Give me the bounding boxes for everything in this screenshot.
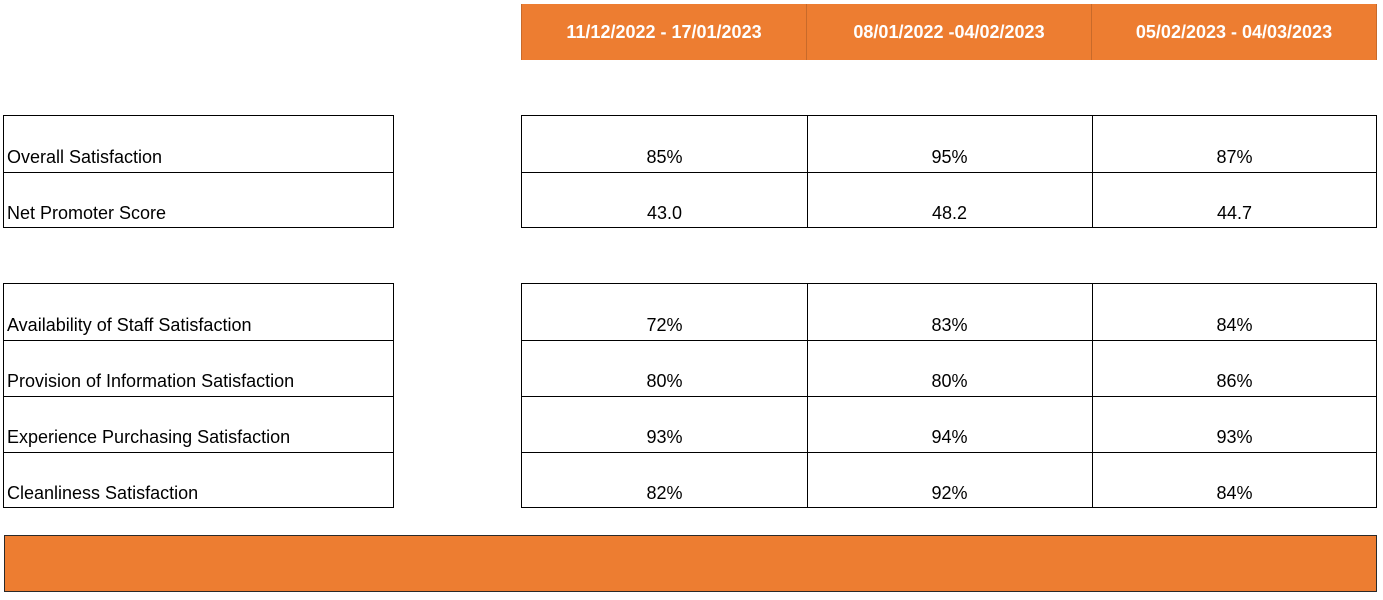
footer-bar xyxy=(4,535,1377,592)
row-label-provision-of-information: Provision of Information Satisfaction xyxy=(7,371,295,391)
period-header-1: 11/12/2022 - 17/01/2023 xyxy=(521,4,807,60)
value-cell: 93% xyxy=(646,427,683,447)
value-cell: 44.7 xyxy=(1216,203,1253,223)
group1-labels: Overall Satisfaction Net Promoter Score xyxy=(3,115,394,228)
value-cell: 84% xyxy=(1216,483,1253,503)
row-divider xyxy=(522,396,1376,397)
col-divider xyxy=(1092,284,1093,507)
value-cell: 95% xyxy=(931,147,968,167)
value-cell: 92% xyxy=(931,483,968,503)
row-label-experience-purchasing: Experience Purchasing Satisfaction xyxy=(7,427,291,447)
col-divider xyxy=(1092,116,1093,227)
group2-labels: Availability of Staff Satisfaction Provi… xyxy=(3,283,394,508)
group1-values: 85% 95% 87% 43.0 48.2 44.7 xyxy=(521,115,1377,228)
value-cell: 93% xyxy=(1216,427,1253,447)
value-cell: 86% xyxy=(1216,371,1253,391)
row-divider xyxy=(4,396,393,397)
value-cell: 82% xyxy=(646,483,683,503)
row-divider xyxy=(522,340,1376,341)
col-divider xyxy=(807,116,808,227)
value-cell: 43.0 xyxy=(646,203,683,223)
value-cell: 83% xyxy=(931,315,968,335)
col-divider xyxy=(807,284,808,507)
value-cell: 84% xyxy=(1216,315,1253,335)
row-divider xyxy=(4,172,393,173)
value-cell: 94% xyxy=(931,427,968,447)
value-cell: 80% xyxy=(646,371,683,391)
value-cell: 87% xyxy=(1216,147,1253,167)
value-cell: 80% xyxy=(931,371,968,391)
row-divider xyxy=(4,340,393,341)
value-cell: 48.2 xyxy=(931,203,968,223)
row-divider xyxy=(522,172,1376,173)
period-header-3: 05/02/2023 - 04/03/2023 xyxy=(1092,4,1377,60)
row-label-availability-of-staff: Availability of Staff Satisfaction xyxy=(7,315,252,335)
period-header-2: 08/01/2022 -04/02/2023 xyxy=(807,4,1092,60)
row-label-net-promoter-score: Net Promoter Score xyxy=(7,203,167,223)
value-cell: 72% xyxy=(646,315,683,335)
group2-values: 72% 83% 84% 80% 80% 86% 93% 94% 93% 82% … xyxy=(521,283,1377,508)
row-divider xyxy=(4,452,393,453)
row-label-overall-satisfaction: Overall Satisfaction xyxy=(7,147,163,167)
value-cell: 85% xyxy=(646,147,683,167)
row-label-cleanliness: Cleanliness Satisfaction xyxy=(7,483,199,503)
row-divider xyxy=(522,452,1376,453)
